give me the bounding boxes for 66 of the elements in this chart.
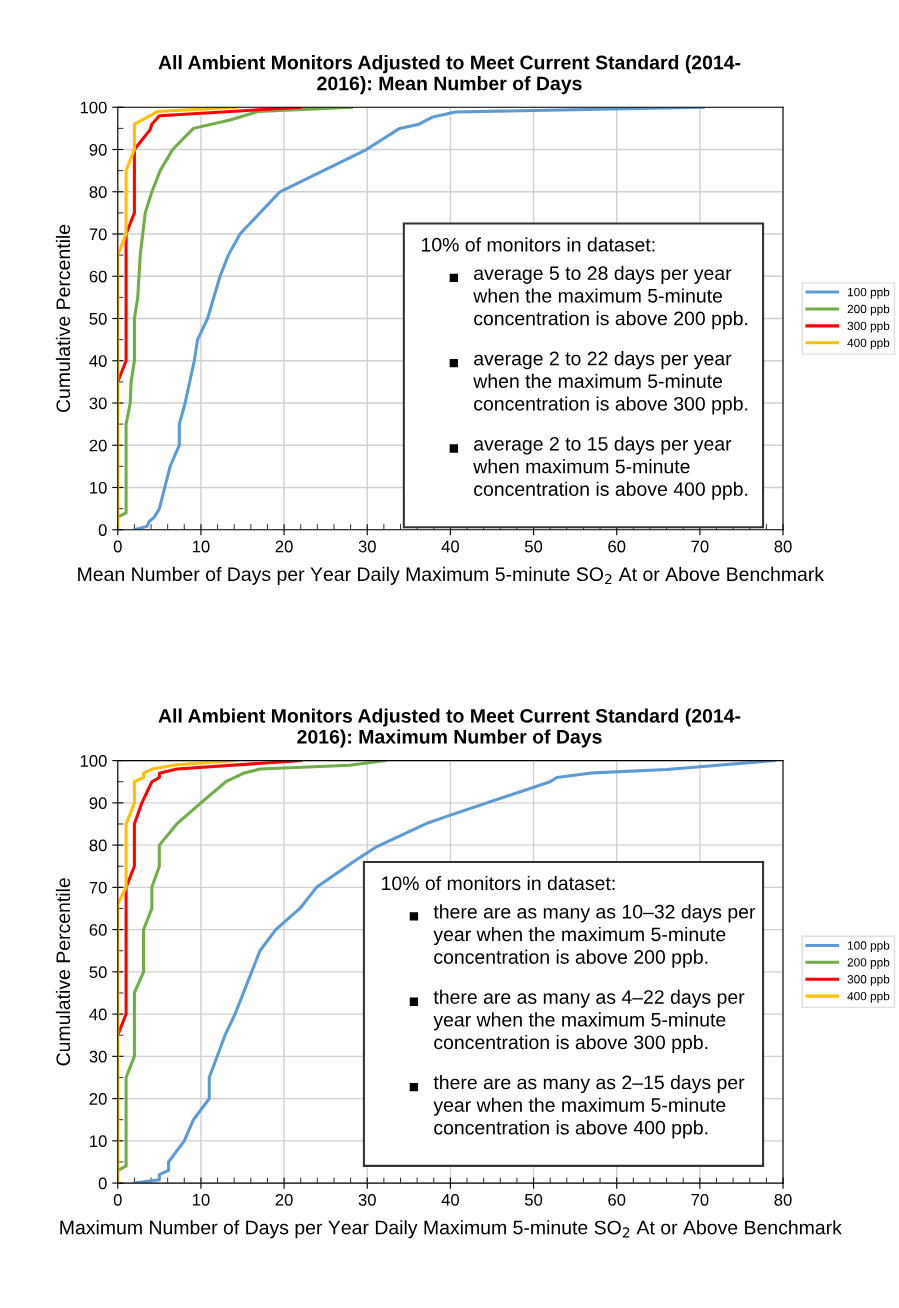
annotation: there are as many as 10–32 days per year when the maximum 5-minute concentration is above 200 ppb.	[433, 904, 756, 968]
annotation: average 2 to 22 days per year when the maximum 5-minute concentration is above 300 ppb.	[473, 351, 748, 415]
x-axis-title: Maximum Number of Days per Year Daily Maximum 5-minute SO$_{2}$ At or Above Benchmark	[60, 1220, 842, 1239]
legend-label: 200 ppb	[847, 957, 890, 969]
y-tick-label: 40	[89, 355, 107, 367]
x-tick-label: 80	[774, 1193, 792, 1206]
y-tick-label: 0	[98, 1177, 107, 1190]
y-tick-label: 30	[89, 1050, 107, 1063]
y-tick-label: 60	[89, 270, 107, 283]
y-tick-label: 0	[98, 524, 107, 536]
x-tick-label: 30	[358, 540, 376, 553]
y-tick-label: 100	[80, 755, 107, 767]
annotation: 10% of monitors in dataset:	[382, 875, 615, 891]
y-tick-label: 100	[80, 101, 107, 114]
x-tick-label: 0	[113, 540, 122, 553]
annotation: there are as many as 4–22 days per year when the maximum 5-minute concentration is above 300 ppb.	[433, 989, 745, 1054]
legend-label: 100 ppb	[848, 940, 890, 952]
x-tick-label: 20	[275, 540, 293, 553]
x-tick-label: 60	[608, 1193, 626, 1206]
x-tick-label: 50	[524, 1193, 543, 1206]
x-tick-label: 30	[358, 1193, 376, 1206]
y-tick-label: 10	[90, 1135, 107, 1148]
legend-label: 400 ppb	[847, 338, 890, 350]
y-axis-title: Cumulative Percentile	[55, 878, 71, 1066]
x-tick-label: 80	[774, 540, 792, 553]
y-tick-label: 30	[89, 397, 107, 410]
x-tick-label: 50	[524, 540, 543, 553]
x-tick-label: 20	[275, 1193, 293, 1206]
legend-label: 300 ppb	[847, 974, 890, 986]
legend-label: 400 ppb	[847, 991, 890, 1003]
y-tick-label: 90	[89, 797, 107, 810]
y-tick-label: 50	[89, 312, 107, 325]
line-series	[117, 107, 303, 384]
chart-title: All Ambient Monitors Adjusted to Meet Current Standard (2014- 2016): Mean Number of Days	[158, 55, 741, 95]
legend-label: 200 ppb	[847, 304, 890, 316]
x-tick-label: 70	[691, 540, 709, 553]
y-tick-label: 20	[89, 1092, 107, 1105]
legend-label: 300 ppb	[847, 321, 890, 333]
annotation: there are as many as 2–15 days per year when the maximum 5-minute concentration is above 400 ppb.	[433, 1075, 745, 1139]
y-tick-label: 20	[89, 439, 107, 452]
y-tick-label: 90	[89, 143, 107, 156]
y-tick-label: 60	[89, 924, 107, 936]
annotation: average 5 to 28 days per year when the maximum 5-minute concentration is above 200 ppb.	[473, 265, 748, 330]
x-tick-label: 0	[113, 1193, 122, 1206]
annotation: average 2 to 15 days per year when maximum 5-minute concentration is above 400 ppb.	[473, 436, 748, 500]
x-tick-label: 60	[608, 540, 626, 553]
x-tick-label: 10	[192, 1193, 210, 1206]
y-tick-label: 80	[89, 839, 107, 852]
x-tick-label: 40	[441, 1193, 460, 1206]
annotation: 10% of monitors in dataset:	[421, 237, 655, 252]
x-tick-label: 40	[441, 540, 460, 553]
line-series	[132, 760, 776, 1184]
y-tick-label: 50	[89, 966, 107, 979]
chart-title: All Ambient Monitors Adjusted to Meet Current Standard (2014- 2016): Maximum Number of Days	[158, 708, 741, 748]
x-tick-label: 10	[192, 540, 210, 553]
y-tick-label: 10	[90, 481, 107, 494]
x-tick-label: 70	[691, 1193, 709, 1206]
y-axis-title: Cumulative Percentile	[55, 224, 71, 413]
y-tick-label: 70	[89, 881, 107, 894]
y-tick-label: 80	[89, 186, 107, 198]
legend-label: 100 ppb	[848, 287, 890, 299]
y-tick-label: 40	[89, 1008, 107, 1021]
y-tick-label: 70	[89, 228, 107, 241]
line-series	[117, 107, 353, 519]
line-series	[117, 760, 303, 1037]
x-axis-title: Mean Number of Days per Year Daily Maximum 5-minute SO$_{2}$ At or Above Benchmark	[78, 566, 825, 585]
